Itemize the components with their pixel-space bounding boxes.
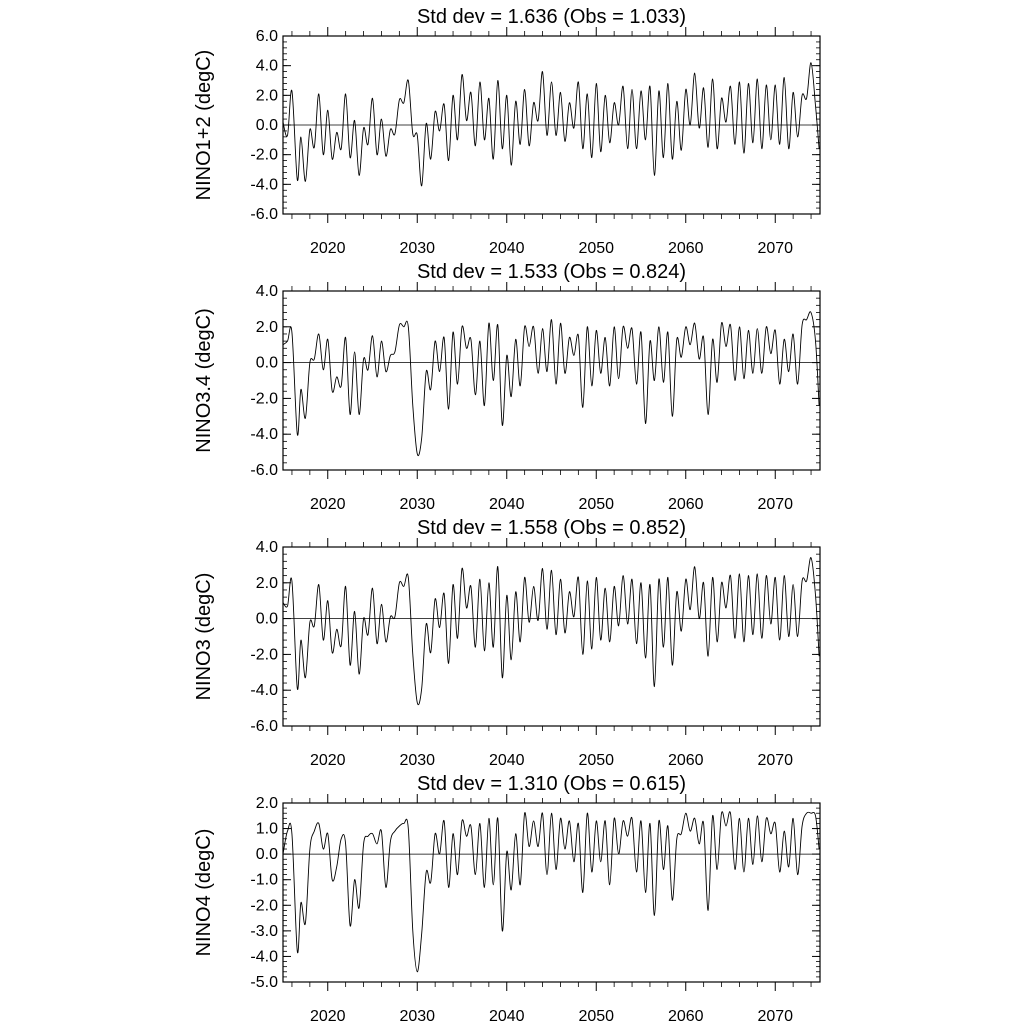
- x-tick-label: 2040: [489, 496, 525, 513]
- y-tick-label: 6.0: [256, 28, 278, 45]
- x-tick-label: 2070: [757, 240, 793, 257]
- plot-frame: [282, 802, 821, 983]
- x-tick-label: 2050: [578, 1008, 614, 1024]
- x-tick-label: 2020: [310, 240, 346, 257]
- y-tick-label: -1.0: [250, 872, 278, 889]
- plot-frame: [282, 290, 821, 471]
- y-tick-label: -5.0: [250, 974, 278, 991]
- x-tick-label: 2020: [310, 496, 346, 513]
- y-axis-label: NINO1+2 (degC): [193, 50, 215, 201]
- x-tick-label: 2070: [757, 496, 793, 513]
- chart-title: Std dev = 1.636 (Obs = 1.033): [417, 6, 686, 28]
- y-tick-label: -3.0: [250, 923, 278, 940]
- y-tick-label: 0.0: [256, 355, 278, 372]
- y-tick-label: -2.0: [250, 897, 278, 914]
- y-tick-label: -6.0: [250, 718, 278, 735]
- y-tick-label: -4.0: [250, 176, 278, 193]
- chart-title: Std dev = 1.533 (Obs = 0.824): [417, 261, 686, 283]
- chart-panel-4: Std dev = 1.310 (Obs = 0.615) NINO4 (degC…: [193, 773, 821, 1024]
- y-tick-label: 0.0: [256, 846, 278, 863]
- x-tick-label: 2050: [578, 496, 614, 513]
- y-axis-label: NINO3 (degC): [193, 573, 215, 701]
- y-tick-label: 4.0: [256, 58, 278, 75]
- y-tick-label: -6.0: [250, 462, 278, 479]
- y-tick-label: -4.0: [250, 948, 278, 965]
- y-axis-label: NINO4 (degC): [193, 829, 215, 957]
- y-tick-label: 0.0: [256, 611, 278, 628]
- x-tick-label: 2060: [668, 1008, 704, 1024]
- y-tick-label: -2.0: [250, 390, 278, 407]
- y-tick-label: -4.0: [250, 426, 278, 443]
- x-tick-label: 2060: [668, 496, 704, 513]
- x-tick-label: 2050: [578, 752, 614, 769]
- y-tick-label: 2.0: [256, 87, 278, 104]
- x-tick-label: 2020: [310, 752, 346, 769]
- y-tick-label: -6.0: [250, 206, 278, 223]
- x-tick-label: 2060: [668, 240, 704, 257]
- y-tick-label: -4.0: [250, 682, 278, 699]
- chart-title: Std dev = 1.310 (Obs = 0.615): [417, 773, 686, 795]
- series-line: [282, 557, 820, 706]
- series-line: [282, 311, 820, 457]
- series-line: [282, 811, 820, 973]
- y-tick-label: -2.0: [250, 147, 278, 164]
- chart-panel-2: Std dev = 1.533 (Obs = 0.824) NINO3.4 (de…: [193, 261, 821, 513]
- x-tick-label: 2050: [578, 240, 614, 257]
- y-tick-label: 1.0: [256, 821, 278, 838]
- x-tick-label: 2040: [489, 1008, 525, 1024]
- y-tick-label: 2.0: [256, 795, 278, 812]
- y-tick-label: 2.0: [256, 575, 278, 592]
- x-tick-label: 2060: [668, 752, 704, 769]
- y-axis-label: NINO3.4 (degC): [193, 308, 215, 453]
- x-tick-label: 2030: [399, 240, 435, 257]
- x-tick-label: 2040: [489, 240, 525, 257]
- y-tick-label: 2.0: [256, 319, 278, 336]
- x-tick-label: 2030: [399, 496, 435, 513]
- y-tick-label: 4.0: [256, 539, 278, 556]
- x-tick-label: 2030: [399, 752, 435, 769]
- chart-panel-3: Std dev = 1.558 (Obs = 0.852) NINO3 (degC…: [193, 517, 821, 769]
- y-tick-label: -2.0: [250, 646, 278, 663]
- series-line: [282, 62, 820, 187]
- y-tick-label: 0.0: [256, 117, 278, 134]
- chart-panel-1: Std dev = 1.636 (Obs = 1.033) NINO1+2 (de…: [193, 6, 821, 257]
- y-tick-label: 4.0: [256, 283, 278, 300]
- x-tick-label: 2040: [489, 752, 525, 769]
- x-tick-label: 2020: [310, 1008, 346, 1024]
- x-tick-label: 2070: [757, 1008, 793, 1024]
- chart-title: Std dev = 1.558 (Obs = 0.852): [417, 517, 686, 539]
- x-tick-label: 2030: [399, 1008, 435, 1024]
- plot-frame: [282, 546, 821, 727]
- x-tick-label: 2070: [757, 752, 793, 769]
